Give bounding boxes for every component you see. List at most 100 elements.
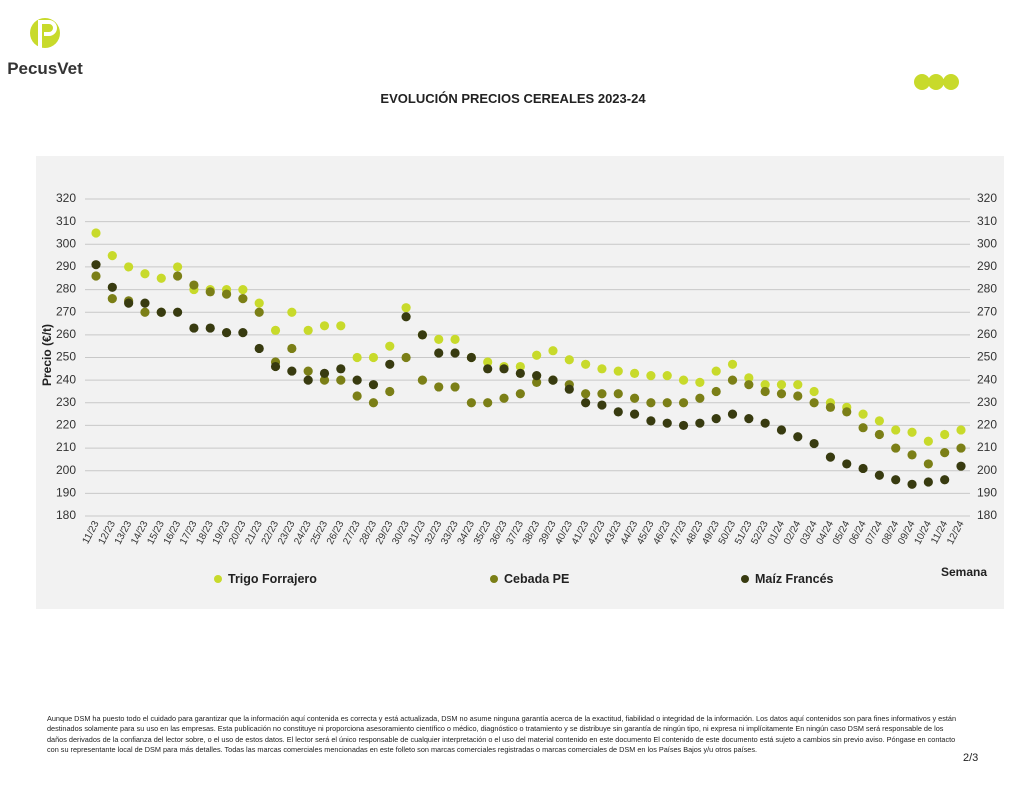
y2-tick-label: 200 [977,463,997,477]
y-tick-label: 250 [56,350,76,364]
legend-label: Cebada PE [504,572,569,586]
data-point [287,307,297,317]
data-point [483,398,493,408]
data-point [678,398,689,408]
data-point [727,359,738,369]
data-point [401,352,411,363]
y2-tick-label: 270 [977,304,997,318]
data-point [744,414,754,424]
data-point [173,262,183,272]
data-point [91,228,101,238]
y2-tick-label: 310 [977,214,997,228]
data-point [564,355,574,365]
data-point [287,366,297,376]
data-point [760,418,770,428]
data-point [874,470,884,480]
data-point [434,382,444,392]
data-point [564,384,574,394]
data-point [401,312,411,322]
y-tick-label: 200 [56,463,76,477]
y-tick-label: 230 [56,395,76,409]
data-point [793,391,803,401]
data-point [205,323,215,333]
data-point [662,418,672,428]
y-tick-label: 260 [56,327,76,341]
data-point [156,273,166,283]
data-point [678,420,689,431]
data-point [874,416,884,426]
data-point [793,380,803,390]
data-point [581,359,591,369]
data-point [385,386,395,397]
data-point [940,448,950,458]
data-point [107,294,117,304]
logo: PecusVet [7,18,83,78]
data-point [760,380,770,390]
data-point [303,366,313,376]
decor-dot [914,74,930,90]
data-point [842,407,852,417]
data-point [923,436,933,446]
chart-panel [36,156,1004,609]
data-point [91,271,101,281]
data-point [744,380,754,390]
data-point [238,284,248,295]
y2-tick-label: 320 [977,191,997,205]
y-tick-label: 240 [56,372,76,386]
data-point [450,382,460,392]
y2-tick-label: 180 [977,508,997,522]
x-axis-label: Semana [941,565,987,579]
data-point [140,307,150,317]
data-point [662,371,672,381]
y2-tick-label: 260 [977,327,997,341]
y-tick-label: 300 [56,236,76,250]
chart-title: EVOLUCIÓN PRECIOS CEREALES 2023-24 [380,91,646,106]
page-number: 2/3 [963,752,979,764]
data-point [434,348,444,358]
data-point [189,280,199,290]
data-point [727,375,738,385]
data-point [891,425,901,435]
data-point [907,450,917,460]
y2-tick-label: 190 [977,486,997,500]
data-point [956,443,966,453]
data-point [776,380,787,390]
data-point [254,298,264,308]
data-point [858,409,868,419]
y2-tick-label: 210 [977,440,997,454]
data-point [548,346,558,356]
data-point [483,364,493,374]
data-point [368,398,379,408]
decor-dot [943,74,959,90]
data-point [711,386,721,397]
y-tick-label: 180 [56,508,76,522]
data-point [613,366,623,376]
data-point [466,398,476,408]
data-point [385,341,395,351]
data-point [319,368,330,378]
legend-marker [741,575,749,583]
y-tick-label: 280 [56,282,76,296]
data-point [695,393,705,403]
data-point [173,271,183,281]
data-point [891,443,901,453]
data-point [956,461,966,471]
data-point [695,377,705,388]
data-point [368,352,379,363]
data-point [156,307,166,317]
data-point [352,352,362,363]
data-point [956,425,966,435]
data-point [711,414,721,424]
data-point [515,368,525,378]
data-point [923,459,933,469]
data-point [303,375,313,385]
data-point [809,386,819,397]
data-point [173,307,183,317]
data-point [662,398,672,408]
y2-tick-label: 220 [977,418,997,432]
data-point [368,380,379,390]
data-point [205,287,215,297]
data-point [483,357,493,367]
data-point [597,389,607,399]
